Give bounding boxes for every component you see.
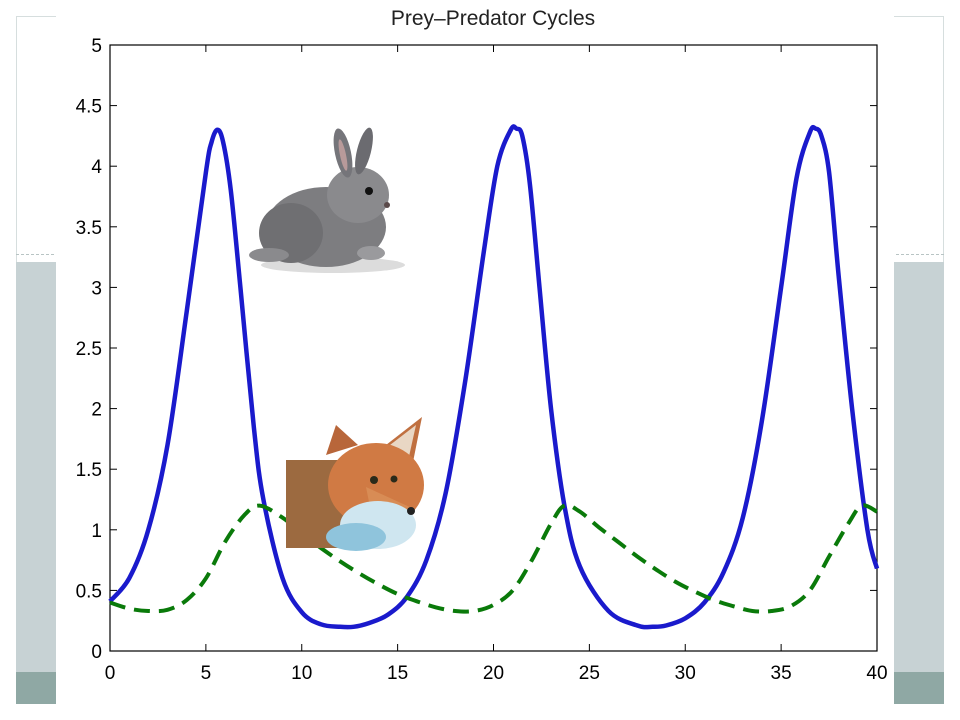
y-tick-label: 1.5 xyxy=(76,460,102,481)
fox-nose xyxy=(407,507,415,515)
x-tick-label: 5 xyxy=(201,663,212,684)
y-tick-label: 3.5 xyxy=(76,218,102,239)
rabbit-illustration xyxy=(249,127,405,273)
x-tick-label: 30 xyxy=(675,663,696,684)
rabbit-head xyxy=(327,167,389,223)
chart-figure: Prey–Predator Cycles 0 5 10 15 20 25 30 35 40 0 0.… xyxy=(56,0,894,712)
x-tick-label: 40 xyxy=(866,663,887,684)
series-line-1 xyxy=(109,503,878,614)
y-tick-label: 4 xyxy=(91,157,102,178)
series-line-0 xyxy=(108,124,880,630)
plot-frame xyxy=(109,44,878,652)
rabbit-nose xyxy=(384,202,390,208)
fox-illustration xyxy=(286,417,424,551)
x-tick-label: 20 xyxy=(483,663,504,684)
chart-axes: 0 5 10 15 20 25 30 35 40 0 0.5 1 1.5 2 2.5 3 3.5 4 4.5 5 xyxy=(76,36,888,684)
chart-title: Prey–Predator Cycles xyxy=(391,7,595,30)
y-tick-label: 2.5 xyxy=(76,339,102,360)
y-tick-label: 1 xyxy=(91,521,102,542)
fox-ear-left xyxy=(326,425,358,455)
x-tick-label: 10 xyxy=(291,663,312,684)
rabbit-hind-foot xyxy=(249,248,289,262)
rabbit-ear-inner xyxy=(338,139,348,171)
y-tick-label: 3 xyxy=(91,278,102,299)
y-tick-label: 0.5 xyxy=(76,581,102,602)
rabbit-ear-right xyxy=(355,127,373,175)
chart-svg: Prey–Predator Cycles 0 5 10 15 20 25 30 35 4000.… xyxy=(76,7,888,684)
y-tick-label: 4.5 xyxy=(76,97,102,118)
chart-series xyxy=(108,124,880,630)
y-tick-label: 2 xyxy=(91,400,102,421)
fox-ear-inner xyxy=(390,425,416,461)
fox-eye-right xyxy=(390,475,398,483)
rabbit-haunch xyxy=(259,203,323,263)
x-tick-label: 0 xyxy=(105,663,116,684)
fox-chest-fur xyxy=(326,523,386,551)
y-tick-label: 5 xyxy=(91,36,102,57)
fox-eye-left xyxy=(370,476,378,484)
rabbit-eye xyxy=(365,187,373,195)
rabbit-front-paw xyxy=(357,246,385,260)
y-tick-label: 0 xyxy=(91,642,102,663)
x-tick-label: 15 xyxy=(387,663,408,684)
x-tick-label: 25 xyxy=(579,663,600,684)
x-tick-label: 35 xyxy=(771,663,792,684)
